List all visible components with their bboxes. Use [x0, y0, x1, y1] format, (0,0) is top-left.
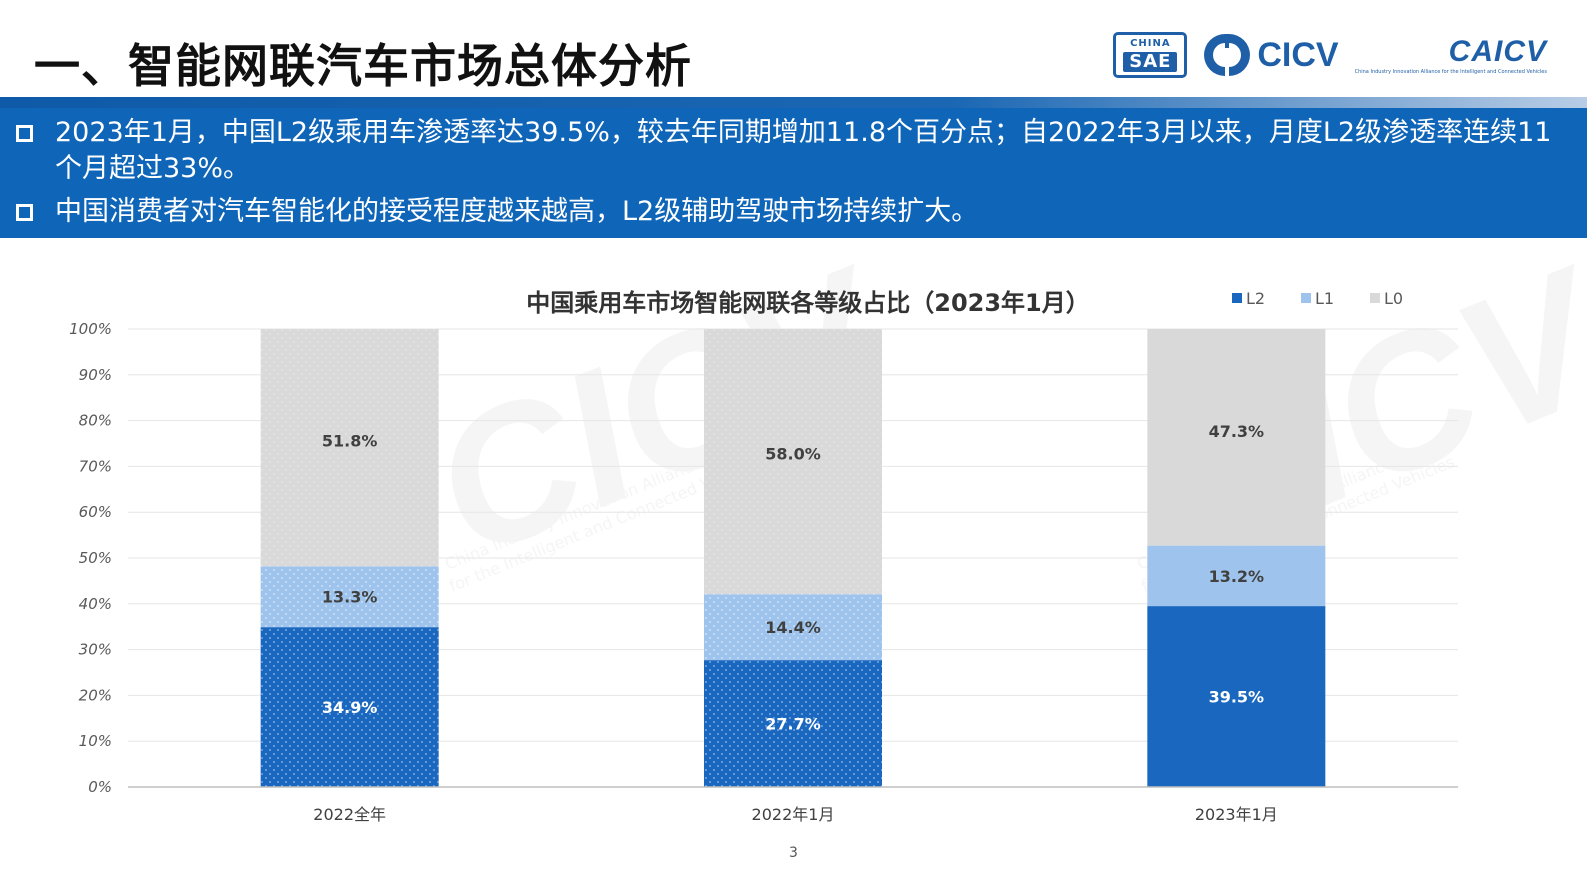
y-tick-label: 90% [79, 366, 112, 384]
chart-bars: 34.9% 13.3% 51.8% 27.7% 14.4% 58.0% 39.5% 13.2%… [260, 329, 1326, 787]
legend-swatch [1370, 293, 1380, 303]
y-tick-label: 40% [79, 595, 112, 613]
square-bullet-icon [16, 204, 33, 221]
page-number: 3 [789, 845, 798, 861]
y-tick-label: 0% [88, 778, 112, 796]
legend-swatch [1301, 293, 1311, 303]
sae-logo-top: CHINA [1130, 37, 1171, 49]
y-tick-label: 70% [79, 457, 112, 475]
y-axis-ticks: 0% 10% 20% 30% 40% 50% 60% 70% 80% 90% 100% [69, 320, 112, 796]
page-title: 一、智能网联汽车市场总体分析 [34, 39, 692, 93]
data-label: 47.3% [1209, 422, 1265, 441]
chart-title: 中国乘用车市场智能网联各等级占比（2023年1月） [526, 289, 1090, 317]
bar-segment-l2 [1147, 606, 1326, 787]
legend-label: L2 [1246, 289, 1265, 308]
data-label: 39.5% [1209, 688, 1265, 707]
data-label: 14.4% [765, 618, 821, 637]
x-tick-label: 2022年1月 [752, 805, 835, 824]
logo-group: CHINA SAE CICV CAICV China Industry Inno… [1113, 30, 1547, 80]
bar-segment-l1 [1147, 545, 1326, 607]
summary-banner: 2023年1月，中国L2级乘用车渗透率达39.5%，较去年同期增加11.8个百分… [0, 108, 1587, 238]
bar-segment-pattern [704, 329, 882, 595]
bar-segment-pattern [704, 660, 882, 787]
caicv-logo: CAICV China Industry Innovation Alliance… [1355, 35, 1547, 75]
y-tick-label: 100% [69, 320, 112, 338]
legend-label: L0 [1384, 289, 1403, 308]
bar-segment-pattern [704, 594, 882, 661]
cicv-logo-text: CICV [1257, 35, 1339, 74]
data-label: 13.3% [322, 588, 378, 607]
bar-segment-pattern [260, 566, 439, 628]
data-label: 27.7% [765, 715, 821, 734]
x-tick-label: 2022全年 [313, 805, 386, 824]
bullet-text: 中国消费者对汽车智能化的接受程度越来越高，L2级辅助驾驶市场持续扩大。 [55, 196, 979, 227]
bullet-item: 中国消费者对汽车智能化的接受程度越来越高，L2级辅助驾驶市场持续扩大。 [16, 194, 1565, 230]
caicv-logo-subtext: China Industry Innovation Alliance for t… [1354, 69, 1547, 75]
bullet-item: 2023年1月，中国L2级乘用车渗透率达39.5%，较去年同期增加11.8个百分… [16, 115, 1565, 187]
square-bullet-icon [16, 125, 33, 142]
stacked-bar-chart: CICV CICV China Industry Innovation Alli… [69, 250, 1587, 824]
bullet-text: 2023年1月，中国L2级乘用车渗透率达39.5%，较去年同期增加11.8个百分… [55, 117, 1552, 184]
y-tick-label: 80% [79, 412, 112, 430]
data-label: 34.9% [322, 698, 378, 717]
sae-logo-bottom: SAE [1123, 51, 1178, 72]
y-tick-label: 10% [79, 732, 112, 750]
chart-legend: L2 L1 L0 [1232, 289, 1403, 308]
y-tick-label: 60% [79, 503, 112, 521]
data-label: 58.0% [765, 445, 821, 464]
header-divider [0, 97, 1587, 108]
cicv-logo: CICV [1203, 31, 1339, 79]
china-sae-logo: CHINA SAE [1113, 32, 1188, 78]
y-tick-label: 50% [79, 549, 112, 567]
y-tick-label: 30% [79, 641, 112, 659]
data-label: 51.8% [322, 432, 378, 451]
x-axis-ticks: 2022全年 2022年1月 2023年1月 [313, 805, 1277, 824]
bar-segment-pattern [260, 329, 439, 567]
cicv-emblem-icon [1204, 34, 1251, 76]
bar-segment-l0 [1147, 329, 1326, 546]
caicv-logo-text: CAICV [1448, 35, 1547, 68]
legend-label: L1 [1315, 289, 1334, 308]
bar-segment-pattern [260, 627, 439, 787]
legend-swatch [1232, 293, 1242, 303]
x-tick-label: 2023年1月 [1195, 805, 1278, 824]
data-label: 13.2% [1209, 567, 1265, 586]
y-tick-label: 20% [79, 686, 112, 704]
